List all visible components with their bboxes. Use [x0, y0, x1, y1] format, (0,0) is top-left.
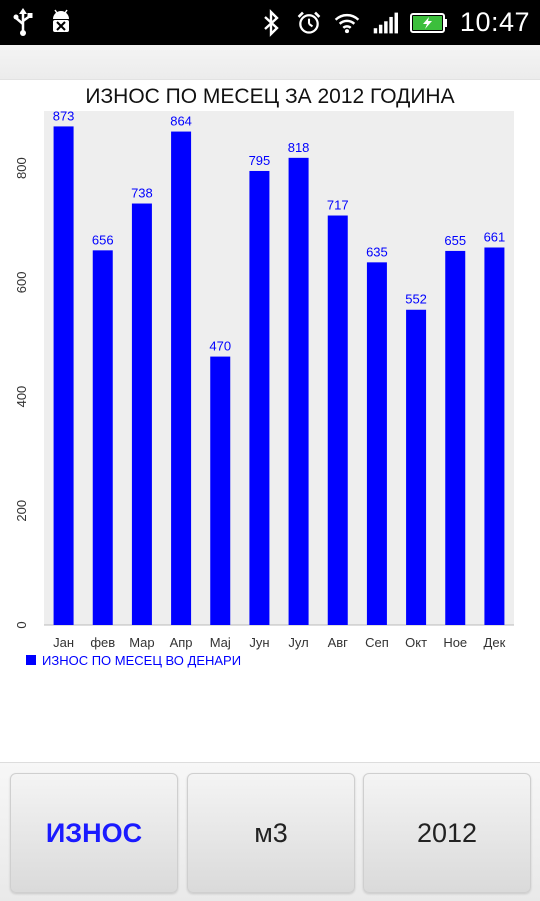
- data-label: 873: [53, 108, 75, 123]
- bar-chart: ИЗНОС ПО МЕСЕЦ ЗА 2012 ГОДИНА 0 200 400 600 8…: [14, 85, 514, 668]
- x-tick-label: Сеп: [365, 635, 389, 650]
- data-label: 795: [249, 153, 271, 168]
- data-label: 661: [484, 229, 506, 244]
- bar: [210, 356, 231, 625]
- x-tick-label: фев: [90, 635, 115, 650]
- x-tick-label: Апр: [170, 635, 193, 650]
- y-tick-label: 800: [14, 157, 29, 179]
- bar: [366, 262, 387, 625]
- bluetooth-icon: [258, 8, 284, 37]
- battery-charging-icon: [409, 9, 448, 37]
- bar: [406, 309, 427, 625]
- year-button-label: 2012: [416, 817, 478, 848]
- x-tick-label: Мар: [129, 635, 154, 650]
- data-label: 717: [327, 198, 349, 213]
- signal-icon: [372, 9, 398, 37]
- data-label: 552: [405, 292, 427, 307]
- amount-button[interactable]: ИЗНОС: [10, 773, 178, 893]
- x-tick-label: Дек: [484, 635, 506, 650]
- android-debug-icon: [48, 8, 74, 36]
- action-bar-strip: [0, 45, 540, 80]
- data-label: 635: [366, 244, 388, 259]
- m3-button-label: м3: [254, 817, 288, 848]
- legend-label: ИЗНОС ПО МЕСЕЦ ВО ДЕНАРИ: [42, 653, 241, 668]
- bar: [445, 250, 466, 625]
- bar: [484, 247, 505, 626]
- data-label: 470: [209, 339, 231, 354]
- chart-container: ИЗНОС ПО МЕСЕЦ ЗА 2012 ГОДИНА 0 200 400 600 8…: [0, 79, 540, 679]
- usb-icon: [10, 8, 36, 36]
- y-tick-label: 200: [14, 500, 29, 522]
- data-label: 655: [444, 233, 466, 248]
- button-bar: ИЗНОС м3 2012: [0, 762, 540, 901]
- y-tick-label: 0: [14, 621, 29, 628]
- bar: [131, 203, 152, 625]
- x-tick-label: Авг: [328, 635, 349, 650]
- y-tick-label: 600: [14, 271, 29, 293]
- plot-area: [44, 111, 514, 625]
- bar: [171, 131, 192, 625]
- chart-title: ИЗНОС ПО МЕСЕЦ ЗА 2012 ГОДИНА: [85, 85, 454, 108]
- data-label: 864: [170, 114, 192, 129]
- amount-button-label: ИЗНОС: [45, 817, 143, 848]
- x-tick-label: Ное: [443, 635, 467, 650]
- x-tick-label: Окт: [405, 635, 427, 650]
- x-tick-label: Мај: [210, 635, 231, 650]
- data-label: 738: [131, 186, 153, 201]
- y-tick-label: 400: [14, 386, 29, 408]
- year-button[interactable]: 2012: [363, 773, 531, 893]
- data-label: 656: [92, 232, 114, 247]
- x-tick-label: Јул: [288, 635, 308, 650]
- x-tick-label: Јан: [53, 635, 74, 650]
- bar: [288, 157, 309, 625]
- bar: [53, 126, 74, 626]
- bar: [249, 170, 270, 625]
- m3-button[interactable]: м3: [187, 773, 355, 893]
- bar: [92, 250, 113, 625]
- alarm-icon: [296, 9, 322, 37]
- clock: 10:47: [459, 7, 530, 37]
- status-bar: 10:47: [0, 0, 540, 45]
- data-label: 818: [288, 140, 310, 155]
- bar: [327, 215, 348, 625]
- wifi-icon: [334, 9, 360, 37]
- legend-swatch: [26, 655, 36, 665]
- x-tick-label: Јун: [249, 635, 269, 650]
